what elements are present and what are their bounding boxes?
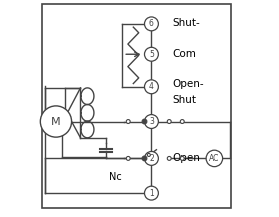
Circle shape bbox=[145, 47, 158, 61]
Circle shape bbox=[145, 186, 158, 200]
Circle shape bbox=[142, 156, 147, 161]
Text: 1: 1 bbox=[149, 189, 154, 198]
Text: Open: Open bbox=[172, 153, 200, 163]
Circle shape bbox=[180, 120, 184, 123]
Circle shape bbox=[180, 156, 184, 160]
Text: 2: 2 bbox=[149, 154, 154, 163]
Text: Com: Com bbox=[172, 49, 196, 59]
Circle shape bbox=[206, 150, 223, 167]
Circle shape bbox=[40, 106, 72, 137]
Text: M: M bbox=[51, 117, 61, 127]
Circle shape bbox=[145, 17, 158, 31]
Circle shape bbox=[147, 153, 150, 156]
Text: Open-: Open- bbox=[172, 79, 204, 89]
Text: AC: AC bbox=[209, 154, 220, 163]
Circle shape bbox=[145, 115, 158, 128]
Text: 3: 3 bbox=[149, 117, 154, 126]
Circle shape bbox=[167, 120, 171, 123]
Text: 6: 6 bbox=[149, 19, 154, 28]
Text: Nc: Nc bbox=[109, 172, 122, 182]
Circle shape bbox=[126, 156, 130, 160]
Circle shape bbox=[126, 120, 130, 123]
Text: 5: 5 bbox=[149, 50, 154, 59]
Bar bbox=[42, 4, 231, 208]
Circle shape bbox=[142, 119, 147, 124]
Text: Shut: Shut bbox=[172, 95, 196, 105]
Circle shape bbox=[167, 156, 171, 160]
Text: Shut-: Shut- bbox=[172, 18, 200, 28]
Circle shape bbox=[145, 151, 158, 165]
Circle shape bbox=[145, 80, 158, 94]
Text: 4: 4 bbox=[149, 82, 154, 91]
